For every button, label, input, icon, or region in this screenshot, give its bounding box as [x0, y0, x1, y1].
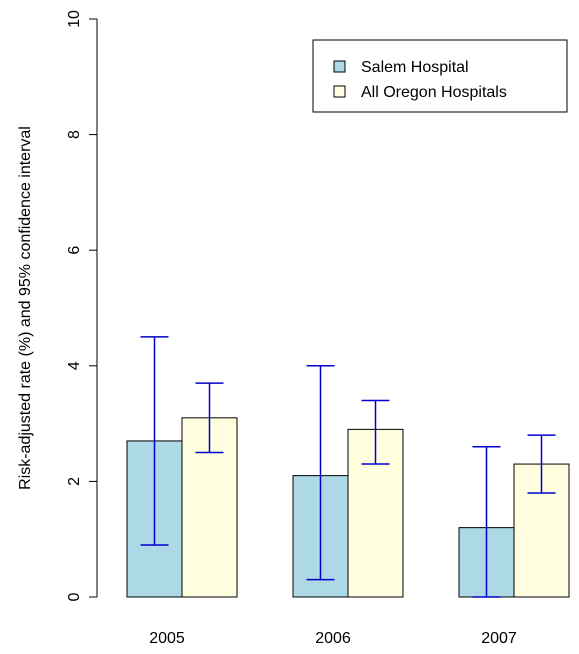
y-tick-label: 10: [66, 10, 83, 28]
x-tick-label: 2006: [315, 630, 351, 647]
legend-swatch-all-oregon-hospitals: [333, 85, 346, 98]
y-axis: 0 2 4 6 8 10: [66, 10, 98, 601]
error-bars: [140, 336, 556, 598]
legend-label-all-oregon-hospitals: All Oregon Hospitals: [361, 84, 507, 101]
y-tick-label: 8: [66, 130, 83, 139]
legend-box: [312, 39, 568, 113]
bars: [126, 417, 570, 598]
legend-label-salem-hospital: Salem Hospital: [361, 59, 469, 76]
y-axis-label: Risk-adjusted rate (%) and 95% confidenc…: [17, 126, 34, 490]
x-tick-label: 2005: [149, 630, 185, 647]
x-tick-label: 2007: [481, 630, 517, 647]
y-tick-label: 4: [66, 361, 83, 370]
legend: Salem Hospital All Oregon Hospitals: [312, 39, 568, 113]
legend-swatch-salem-hospital: [333, 60, 346, 73]
x-tick-labels: 2005 2006 2007: [149, 630, 517, 647]
y-tick-label: 0: [66, 592, 83, 601]
y-tick-label: 6: [66, 246, 83, 255]
y-tick-label: 2: [66, 477, 83, 486]
